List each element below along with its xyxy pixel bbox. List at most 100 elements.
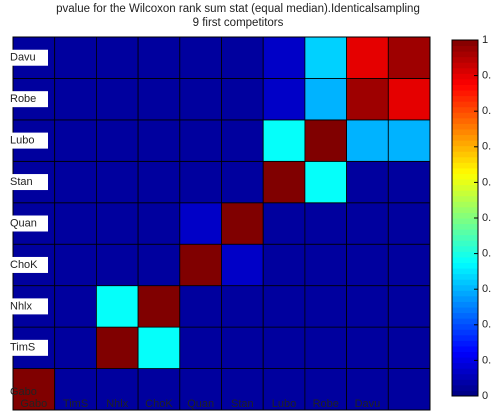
heatmap-cell [346, 243, 389, 287]
colorbar-swatch [452, 156, 478, 163]
heatmap-cell [179, 326, 222, 369]
colorbar-swatch [452, 195, 478, 202]
colorbar-swatch [452, 379, 478, 386]
colorbar-swatch [452, 256, 478, 263]
colorbar-swatch [452, 323, 478, 330]
heatmap-cell [346, 160, 389, 204]
heatmap-cell [137, 119, 181, 162]
heatmap-cell [304, 285, 347, 328]
colorbar-swatch [452, 129, 478, 136]
colorbar-swatch [452, 167, 478, 174]
heatmap-cell [262, 78, 306, 121]
y-label-bg [0, 49, 48, 66]
heatmap-cell [137, 36, 181, 79]
colorbar-swatch [452, 56, 478, 63]
colorbar-swatch [452, 312, 478, 319]
colorbar-swatch [452, 117, 478, 124]
heatmap-cell [262, 202, 306, 245]
colorbar-swatch [452, 318, 478, 325]
colorbar-swatch [452, 234, 478, 241]
colorbar-swatch [452, 173, 478, 180]
heatmap-cell [96, 326, 139, 369]
colorbar-swatch [452, 301, 478, 308]
colorbar-swatch [452, 190, 478, 197]
colorbar-swatch [452, 134, 478, 141]
heatmap-cell [54, 326, 97, 369]
chart-subtitle: 9 first competitors [193, 17, 284, 29]
colorbar-swatch [452, 345, 478, 352]
colorbar-swatch [452, 84, 478, 91]
colorbar-swatch [452, 218, 478, 225]
heatmap-cell [221, 368, 264, 411]
x-tick-label: ChoK [145, 398, 173, 410]
heatmap-cell [221, 202, 264, 245]
heatmap-cell [54, 243, 97, 287]
heatmap-cell [262, 160, 306, 204]
heatmap-cell [96, 285, 139, 328]
colorbar-swatch [452, 362, 478, 369]
colorbar-swatch [452, 245, 478, 252]
y-label-bg [0, 91, 48, 108]
heatmap-cell [54, 202, 97, 245]
colorbar-swatch [452, 351, 478, 358]
heatmap-cell [54, 119, 97, 162]
heatmap-cell [96, 119, 139, 162]
colorbar-swatch [452, 273, 478, 280]
heatmap-cell [346, 78, 389, 121]
heatmap-cell [96, 243, 139, 287]
colorbar-swatch [452, 284, 478, 291]
heatmap-cell [54, 160, 97, 204]
colorbar-swatch [452, 290, 478, 297]
colorbar-tick-label: 0. [482, 70, 491, 82]
y-label-bg [0, 339, 48, 356]
x-tick-label: Lubo [272, 398, 296, 410]
heatmap-cell [137, 78, 181, 121]
heatmap-cell [387, 368, 431, 411]
heatmap-cell [304, 119, 347, 162]
colorbar-swatch [452, 40, 478, 47]
y-label-bg [0, 132, 48, 149]
colorbar-swatch [452, 151, 478, 158]
y-label-bg [0, 174, 48, 191]
heatmap-cell [179, 78, 222, 121]
heatmap-cell [137, 243, 181, 287]
colorbar-tick-label: 0. [482, 105, 491, 117]
colorbar-swatch [452, 384, 478, 391]
y-tick-label: Davu [10, 52, 36, 64]
heatmap-cell [304, 243, 347, 287]
colorbar-swatch [452, 73, 478, 80]
colorbar-tick-label: 0. [482, 212, 491, 224]
colorbar-swatch [452, 279, 478, 286]
heatmap-cell [346, 36, 389, 79]
colorbar-tick-label: 0. [482, 248, 491, 260]
colorbar-swatch [452, 240, 478, 247]
colorbar-swatch [452, 329, 478, 336]
colorbar-swatch [452, 201, 478, 208]
colorbar-swatch [452, 45, 478, 52]
heatmap-cell [304, 326, 347, 369]
heatmap-cell [179, 36, 222, 79]
colorbar-swatch [452, 373, 478, 380]
heatmap-cell [387, 78, 431, 121]
colorbar-tick-label: 0. [482, 354, 491, 366]
heatmap-cell [96, 36, 139, 79]
y-tick-label: Stan [10, 176, 33, 188]
heatmap-cell [54, 36, 97, 79]
colorbar-swatch [452, 390, 478, 397]
colorbar-swatch [452, 229, 478, 236]
heatmap-cell [346, 119, 389, 162]
colorbar-swatch [452, 206, 478, 213]
heatmap-cell [304, 36, 347, 79]
heatmap-cell [304, 78, 347, 121]
y-tick-label: Robe [10, 93, 36, 105]
heatmap-cell [387, 160, 431, 204]
y-tick-label: Gabo [10, 386, 37, 398]
heatmap-cell [262, 243, 306, 287]
x-tick-label: Robe [313, 398, 339, 410]
colorbar-swatch [452, 295, 478, 302]
colorbar-swatch [452, 162, 478, 169]
y-tick-label: ChoK [10, 259, 38, 271]
colorbar-swatch [452, 212, 478, 219]
heatmap-cell [54, 368, 97, 411]
